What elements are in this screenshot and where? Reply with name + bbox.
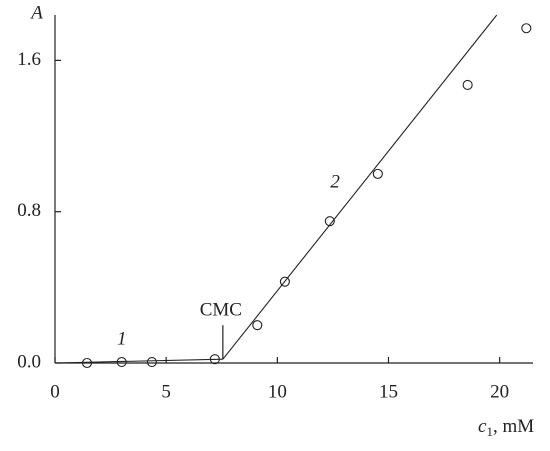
- data-point: [462, 79, 473, 91]
- y-tick-label: 1.6: [17, 49, 41, 70]
- data-point: [146, 357, 157, 368]
- y-tick-label: 0.0: [17, 351, 41, 372]
- x-tick-label: 0: [50, 381, 60, 402]
- data-point: [372, 168, 383, 179]
- y-tick-label: 0.8: [17, 200, 41, 221]
- y-axis-label: A: [29, 2, 43, 23]
- x-tick-label: 15: [379, 381, 398, 402]
- data-point: [521, 23, 532, 34]
- x-axis-label-var: c: [478, 416, 487, 437]
- data-point: [252, 320, 263, 331]
- x-tick-label: 5: [161, 381, 171, 402]
- data-point: [209, 354, 220, 365]
- line-label: 1: [117, 329, 127, 350]
- data-point: [116, 357, 127, 368]
- x-axis-label: c1, mM: [478, 416, 534, 439]
- x-axis-label-sub: 1: [486, 424, 493, 439]
- data-point: [81, 357, 93, 369]
- x-axis-label-unit: , mM: [493, 416, 534, 437]
- data-point: [324, 216, 335, 227]
- fit-line: [222, 14, 498, 360]
- data-point: [279, 276, 290, 287]
- line-label: 2: [330, 172, 340, 193]
- cmc-label: CMC: [200, 300, 242, 321]
- x-tick-label: 20: [490, 381, 509, 402]
- x-tick-label: 10: [268, 381, 287, 402]
